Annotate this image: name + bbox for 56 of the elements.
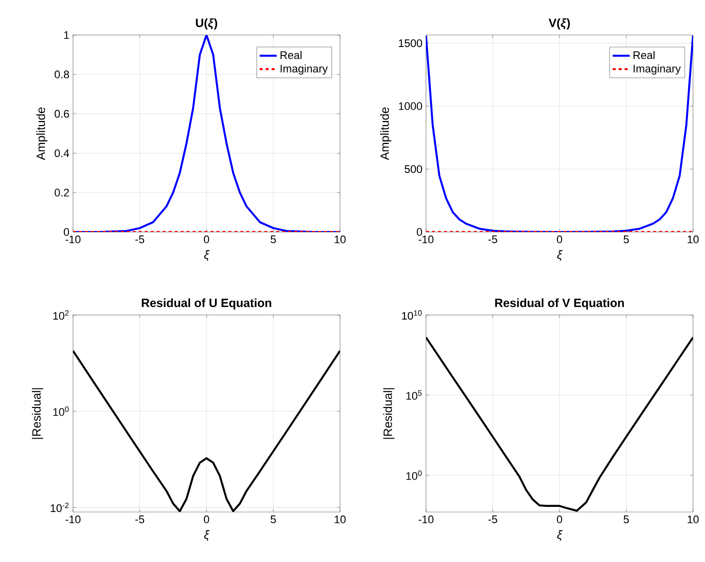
x-tick-label: 0	[204, 236, 210, 244]
x-axis-title: ξ	[557, 530, 563, 541]
x-tick-label: -10	[66, 236, 80, 244]
x-tick-label: 5	[270, 516, 276, 524]
y-tick-label: 10$^{0}$	[53, 406, 69, 416]
y-tick-label: 1500	[398, 39, 422, 48]
x-axis-title: ξ	[557, 250, 563, 261]
chart-title: Residual of U Equation	[142, 298, 272, 310]
x-tick-label: 5	[270, 236, 276, 244]
x-tick-label: 10	[334, 236, 346, 244]
x-tick-label: 5	[624, 516, 629, 524]
x-tick-label: 0	[556, 236, 562, 244]
x-tick-label: -5	[135, 236, 144, 244]
legend-label: Real	[634, 51, 654, 60]
y-axis-title: Amplitude	[36, 107, 48, 160]
y-tick-label: 10$^{10}$	[402, 310, 422, 320]
y-tick-label: 0	[64, 228, 70, 236]
y-tick-label: 0	[416, 228, 422, 236]
x-tick-label: 5	[624, 236, 629, 244]
y-axis-title: Amplitude	[380, 107, 392, 160]
y-tick-label: 10$^{0}$	[406, 470, 422, 480]
y-tick-label: 1	[64, 31, 69, 39]
x-axis-title: ξ	[204, 530, 210, 541]
x-axis-title: ξ	[204, 250, 210, 261]
line-series	[426, 35, 694, 232]
x-tick-label: -10	[418, 236, 434, 244]
y-axis-title: |Residual|	[32, 388, 44, 439]
x-tick-label: -5	[488, 516, 498, 524]
x-tick-label: -10	[66, 516, 80, 524]
x-tick-label: -10	[418, 516, 434, 524]
chart-title: V(ξ)	[548, 18, 570, 30]
chart-title: U(ξ)	[196, 18, 218, 30]
legend-label: Real	[280, 51, 302, 60]
y-tick-label: 0.4	[54, 149, 70, 158]
line-series	[73, 350, 340, 512]
line-series	[426, 336, 694, 512]
x-tick-label: -5	[488, 236, 498, 244]
x-tick-label: 10	[688, 516, 699, 524]
x-tick-label: 0	[204, 516, 210, 524]
y-tick-label: 10$^{5}$	[406, 390, 422, 400]
y-tick-label: 0.8	[54, 70, 69, 78]
legend-label: Imaginary	[634, 64, 681, 75]
y-tick-label: 0.2	[54, 188, 69, 196]
y-tick-label: 1000	[398, 102, 422, 110]
chart-title: Residual of V Equation	[495, 298, 624, 310]
x-tick-label: 10	[688, 236, 699, 244]
line-series	[73, 35, 340, 232]
y-tick-label: 10$^{2}$	[53, 310, 69, 320]
legend-label: Imaginary	[280, 64, 328, 75]
x-tick-label: 10	[334, 516, 346, 524]
y-tick-label: 10$^{-2}$	[50, 502, 69, 512]
y-tick-label: 0.6	[54, 110, 69, 118]
x-tick-label: 0	[556, 516, 562, 524]
y-axis-title: |Residual|	[383, 388, 394, 439]
y-tick-label: 500	[404, 165, 422, 173]
x-tick-label: -5	[135, 516, 144, 524]
